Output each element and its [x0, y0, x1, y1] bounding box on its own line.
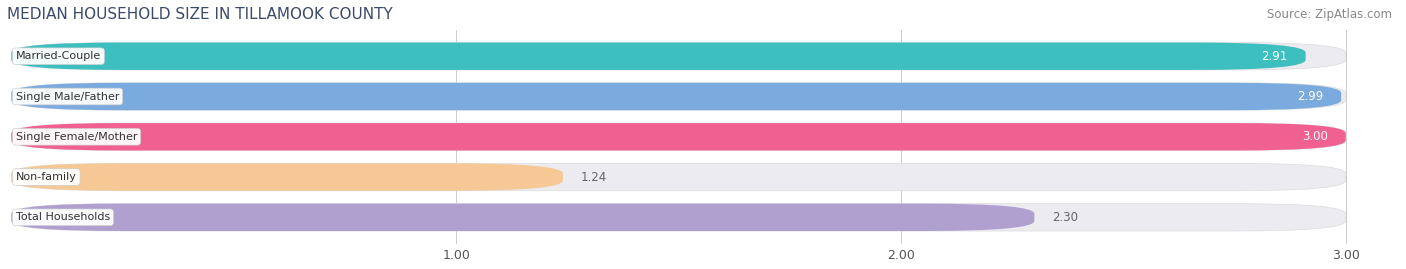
Text: 2.30: 2.30	[1052, 211, 1078, 224]
FancyBboxPatch shape	[11, 43, 1346, 70]
FancyBboxPatch shape	[11, 204, 1346, 231]
Text: MEDIAN HOUSEHOLD SIZE IN TILLAMOOK COUNTY: MEDIAN HOUSEHOLD SIZE IN TILLAMOOK COUNT…	[7, 7, 392, 22]
FancyBboxPatch shape	[11, 163, 1346, 191]
Text: Single Female/Mother: Single Female/Mother	[15, 132, 138, 142]
FancyBboxPatch shape	[11, 123, 1346, 150]
Text: Single Male/Father: Single Male/Father	[15, 91, 120, 101]
Text: Non-family: Non-family	[15, 172, 77, 182]
Text: 1.24: 1.24	[581, 171, 607, 183]
Text: Source: ZipAtlas.com: Source: ZipAtlas.com	[1267, 8, 1392, 21]
Text: 3.00: 3.00	[1302, 130, 1327, 143]
FancyBboxPatch shape	[11, 163, 562, 191]
FancyBboxPatch shape	[11, 43, 1306, 70]
FancyBboxPatch shape	[11, 83, 1341, 110]
Text: 2.99: 2.99	[1298, 90, 1323, 103]
FancyBboxPatch shape	[11, 83, 1346, 110]
FancyBboxPatch shape	[11, 123, 1346, 150]
Text: Total Households: Total Households	[15, 212, 110, 222]
FancyBboxPatch shape	[11, 204, 1035, 231]
Text: Married-Couple: Married-Couple	[15, 51, 101, 61]
Text: 2.91: 2.91	[1261, 50, 1288, 63]
